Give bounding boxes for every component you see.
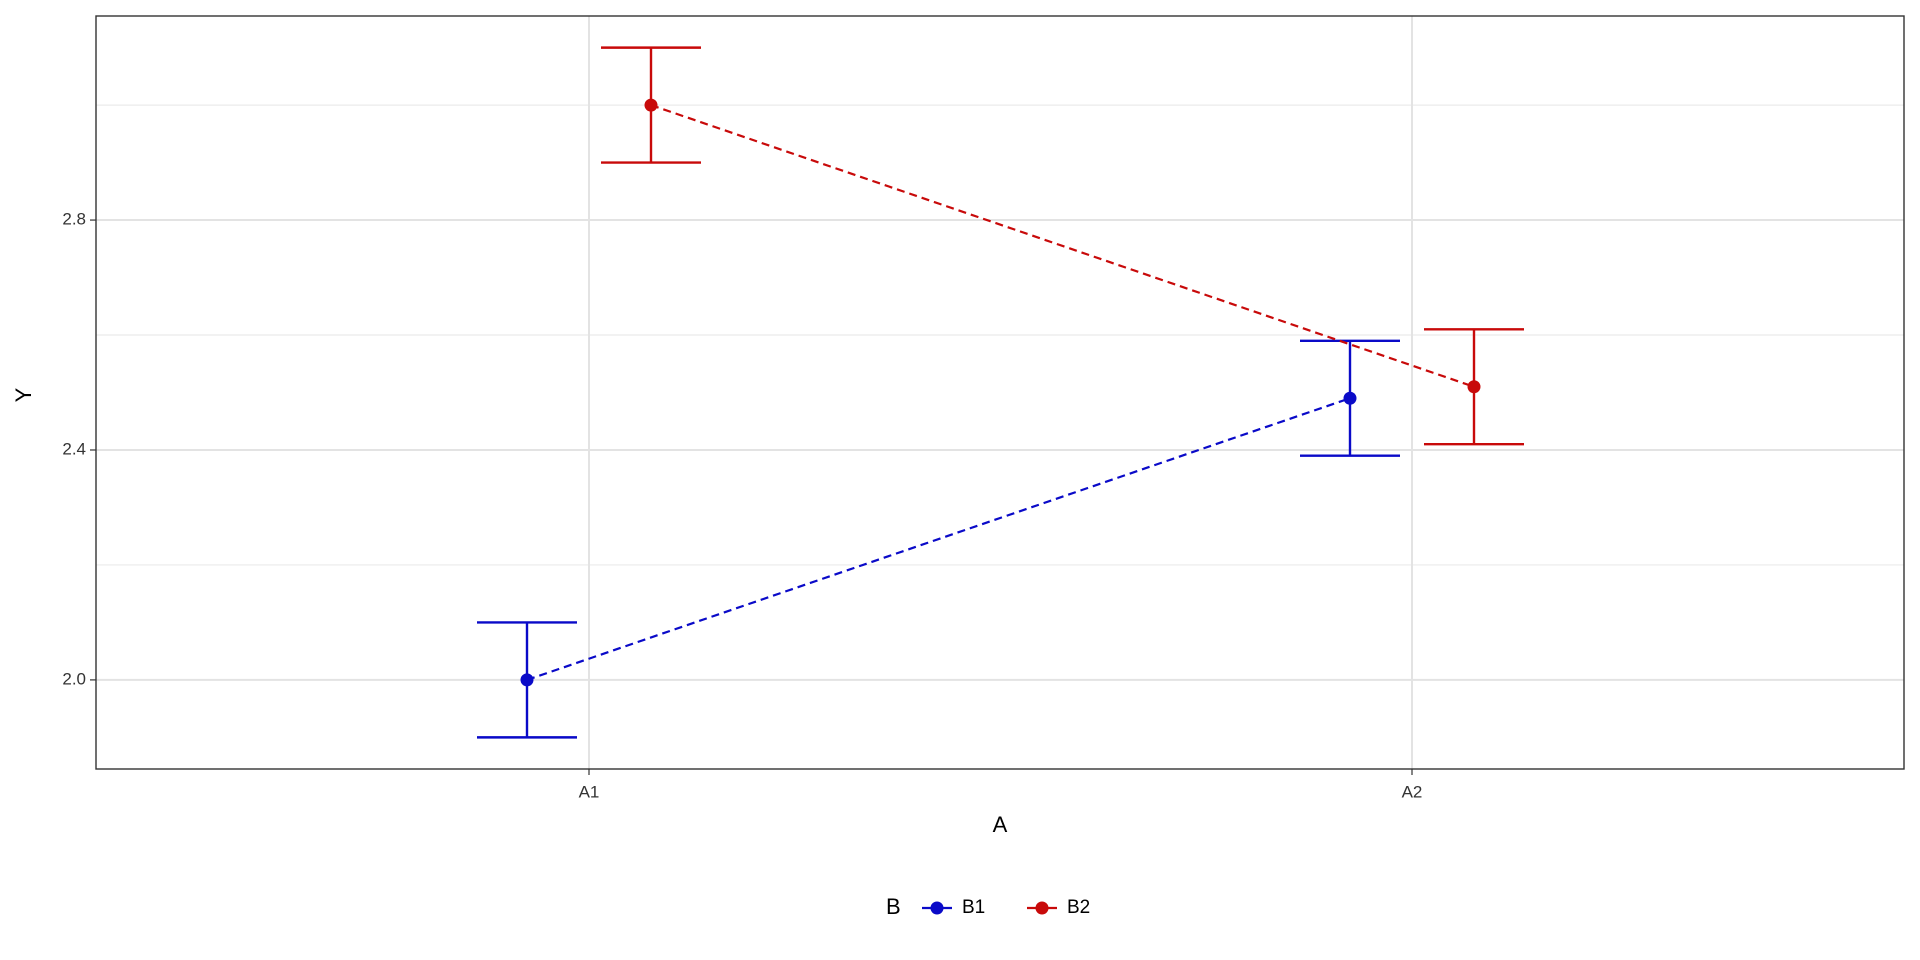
series-line: [650, 104, 1475, 388]
y-axis-title: Y: [11, 387, 36, 402]
series-line: [526, 397, 1351, 681]
panel-border: [95, 15, 1905, 770]
x-axis-title: A: [993, 812, 1008, 837]
point: [1343, 391, 1357, 405]
legend-label: B1: [962, 897, 985, 918]
point: [520, 673, 534, 687]
y-tick-label: 2.8: [62, 210, 86, 229]
legend-label: B2: [1067, 897, 1090, 918]
legend-title: B: [886, 894, 901, 919]
y-tick-label: 2.0: [62, 669, 86, 688]
y-tick-label: 2.4: [62, 439, 86, 458]
point: [644, 98, 658, 112]
x-tick-label: A1: [579, 782, 600, 801]
legend-key-point: [930, 901, 944, 915]
point: [1467, 380, 1481, 394]
legend-key-point: [1035, 901, 1049, 915]
x-tick-label: A2: [1402, 782, 1423, 801]
